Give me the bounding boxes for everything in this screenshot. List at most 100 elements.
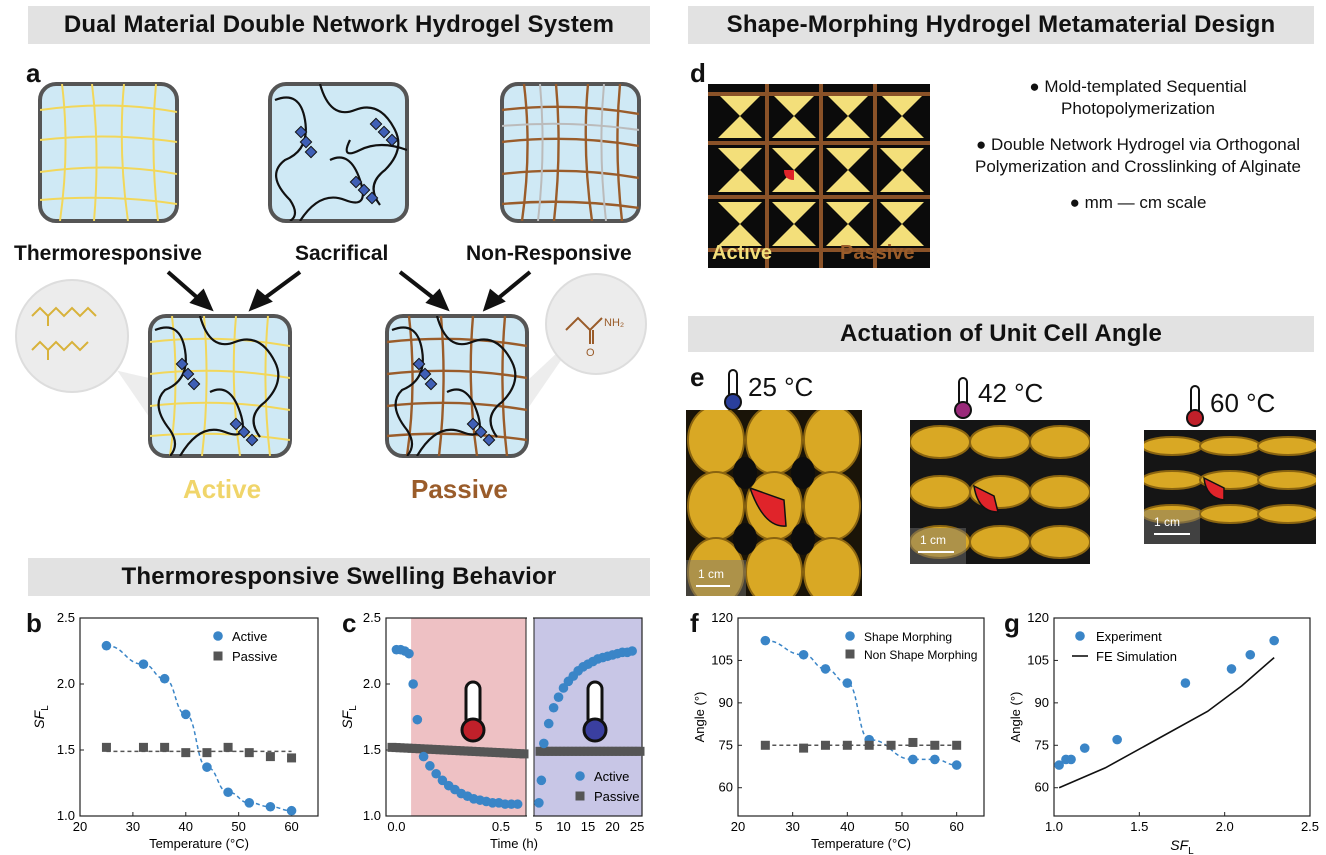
active-point	[412, 714, 423, 725]
y-tick-label: 2.5	[363, 610, 381, 625]
oxygen-label: O	[586, 347, 595, 359]
y-tick-label: 2.0	[57, 676, 75, 691]
active-point	[548, 702, 559, 713]
legend-shape-morphing-label: Shape Morphing	[864, 630, 952, 644]
shape-morphing-point	[820, 664, 831, 674]
x-tick-label: 1.0	[1045, 819, 1063, 834]
panel-label-e: e	[690, 362, 705, 392]
monomer-bubble-active	[15, 279, 129, 393]
bullet-double-network: ● Double Network Hydrogel via Orthogonal…	[974, 135, 1301, 176]
bullet-mold: ● Mold-templated Sequential Photopolymer…	[1029, 77, 1247, 118]
legend-passive-label: Passive	[232, 649, 278, 664]
passive-point	[519, 749, 529, 759]
amide-label: NH₂	[604, 317, 624, 329]
active-point	[553, 692, 564, 702]
axis-break-gap	[527, 616, 533, 818]
x-tick-label: 60	[284, 819, 298, 834]
active-point	[159, 673, 170, 684]
banner-swelling-behavior: Thermoresponsive Swelling Behavior	[28, 558, 650, 596]
y-tick-label: 1.0	[57, 808, 75, 823]
temp-25: 25 °C	[748, 372, 814, 402]
legend-active-marker	[213, 631, 223, 641]
active-point	[404, 648, 414, 659]
x-tick-label: 1.5	[1130, 819, 1148, 834]
experiment-point	[1066, 754, 1076, 765]
x-tick-label: 2.0	[1216, 819, 1234, 834]
cold-thermometer-icon	[582, 680, 608, 743]
x-axis-label: SFL	[1170, 837, 1194, 855]
nonresponsive-network-box	[500, 82, 641, 223]
legend-active-marker	[575, 771, 585, 781]
y-axis-label: Angle (°)	[1008, 692, 1023, 743]
x-tick-label: 20	[605, 819, 619, 834]
lattice-passive-label: Passive	[840, 242, 915, 264]
x-tick-label: 0.5	[492, 819, 510, 834]
non-morphing-point	[760, 740, 770, 750]
chart-c-swelling-vs-time: 1.0 1.5 2.0 2.5 0.0 0.5 5 10 15 20 25 Active Passive…	[339, 610, 645, 851]
non-morphing-point	[864, 740, 874, 750]
y-tick-label: 60	[1035, 780, 1049, 795]
legend-non-morphing-marker	[845, 649, 855, 659]
legend-fe-label: FE Simulation	[1096, 649, 1177, 664]
active-point	[244, 798, 255, 808]
banner-metamaterial-design: Shape-Morphing Hydrogel Metamaterial Des…	[688, 6, 1314, 44]
passive-point	[160, 742, 170, 752]
x-tick-label: 25	[630, 819, 644, 834]
shape-morphing-point	[798, 649, 809, 660]
experiment-point	[1226, 664, 1237, 674]
legend-passive-label: Passive	[594, 789, 640, 804]
thermometer-60-icon	[1186, 385, 1204, 427]
thermometer-bulb	[460, 717, 486, 743]
active-point	[512, 799, 523, 809]
shape-morphing-point	[760, 635, 771, 646]
experiment-point	[1079, 743, 1090, 753]
plot-frame	[1053, 617, 1311, 817]
passive-point	[287, 753, 297, 763]
scale-bar-60: 1 cm	[1154, 515, 1180, 529]
shape-morphing-point	[908, 754, 918, 765]
photo-42c: 1 cm	[910, 420, 1090, 564]
x-tick-label: 0.0	[387, 819, 405, 834]
legend-non-morphing-label: Non Shape Morphing	[864, 648, 977, 662]
chart-f-angle-vs-temperature: 20 30 40 50 60 60 75 90 105 120 Shape Morphing Non …	[692, 610, 985, 851]
x-axis-label: Time (h)	[490, 836, 538, 851]
active-point	[265, 801, 276, 812]
experiment-point	[1112, 734, 1122, 745]
active-point	[627, 646, 637, 656]
active-point	[543, 718, 554, 729]
panel-label-b: b	[26, 608, 42, 638]
y-tick-label: 2.5	[57, 610, 75, 625]
y-tick-label: 120	[711, 610, 733, 625]
x-tick-label: 15	[581, 819, 595, 834]
active-point	[138, 659, 149, 669]
active-point	[425, 761, 435, 771]
active-point	[437, 775, 448, 786]
active-point	[534, 798, 544, 808]
label-nonresponsive: Non-Responsive	[466, 242, 632, 265]
x-tick-label: 30	[785, 819, 799, 834]
thermoresponsive-network-box	[38, 82, 179, 223]
legend-experiment-label: Experiment	[1096, 629, 1162, 644]
active-point	[180, 709, 191, 720]
x-tick-label: 10	[556, 819, 570, 834]
x-tick-label: 20	[73, 819, 87, 834]
y-tick-label: 1.5	[57, 742, 75, 757]
shape-morphing-point	[842, 678, 853, 688]
x-axis-label: Temperature (°C)	[149, 836, 249, 851]
x-axis-label: Temperature (°C)	[811, 836, 911, 851]
x-tick-label: 5	[535, 819, 542, 834]
photo-25c: 1 cm	[686, 410, 862, 596]
passive-point	[101, 742, 111, 752]
shape-morphing-point	[930, 754, 940, 765]
legend-passive-marker	[213, 651, 223, 661]
legend-experiment-marker	[1075, 631, 1085, 641]
plot-frame	[79, 617, 319, 817]
panel-label-d: d	[690, 58, 706, 88]
lattice-active-label: Active	[712, 242, 773, 264]
label-active: Active	[183, 474, 262, 504]
temp-60: 60 °C	[1210, 388, 1276, 418]
label-sacrificial: Sacrifical	[295, 242, 389, 265]
x-tick-label: 40	[840, 819, 854, 834]
y-tick-label: 75	[1035, 737, 1049, 752]
x-tick-label: 50	[231, 819, 245, 834]
